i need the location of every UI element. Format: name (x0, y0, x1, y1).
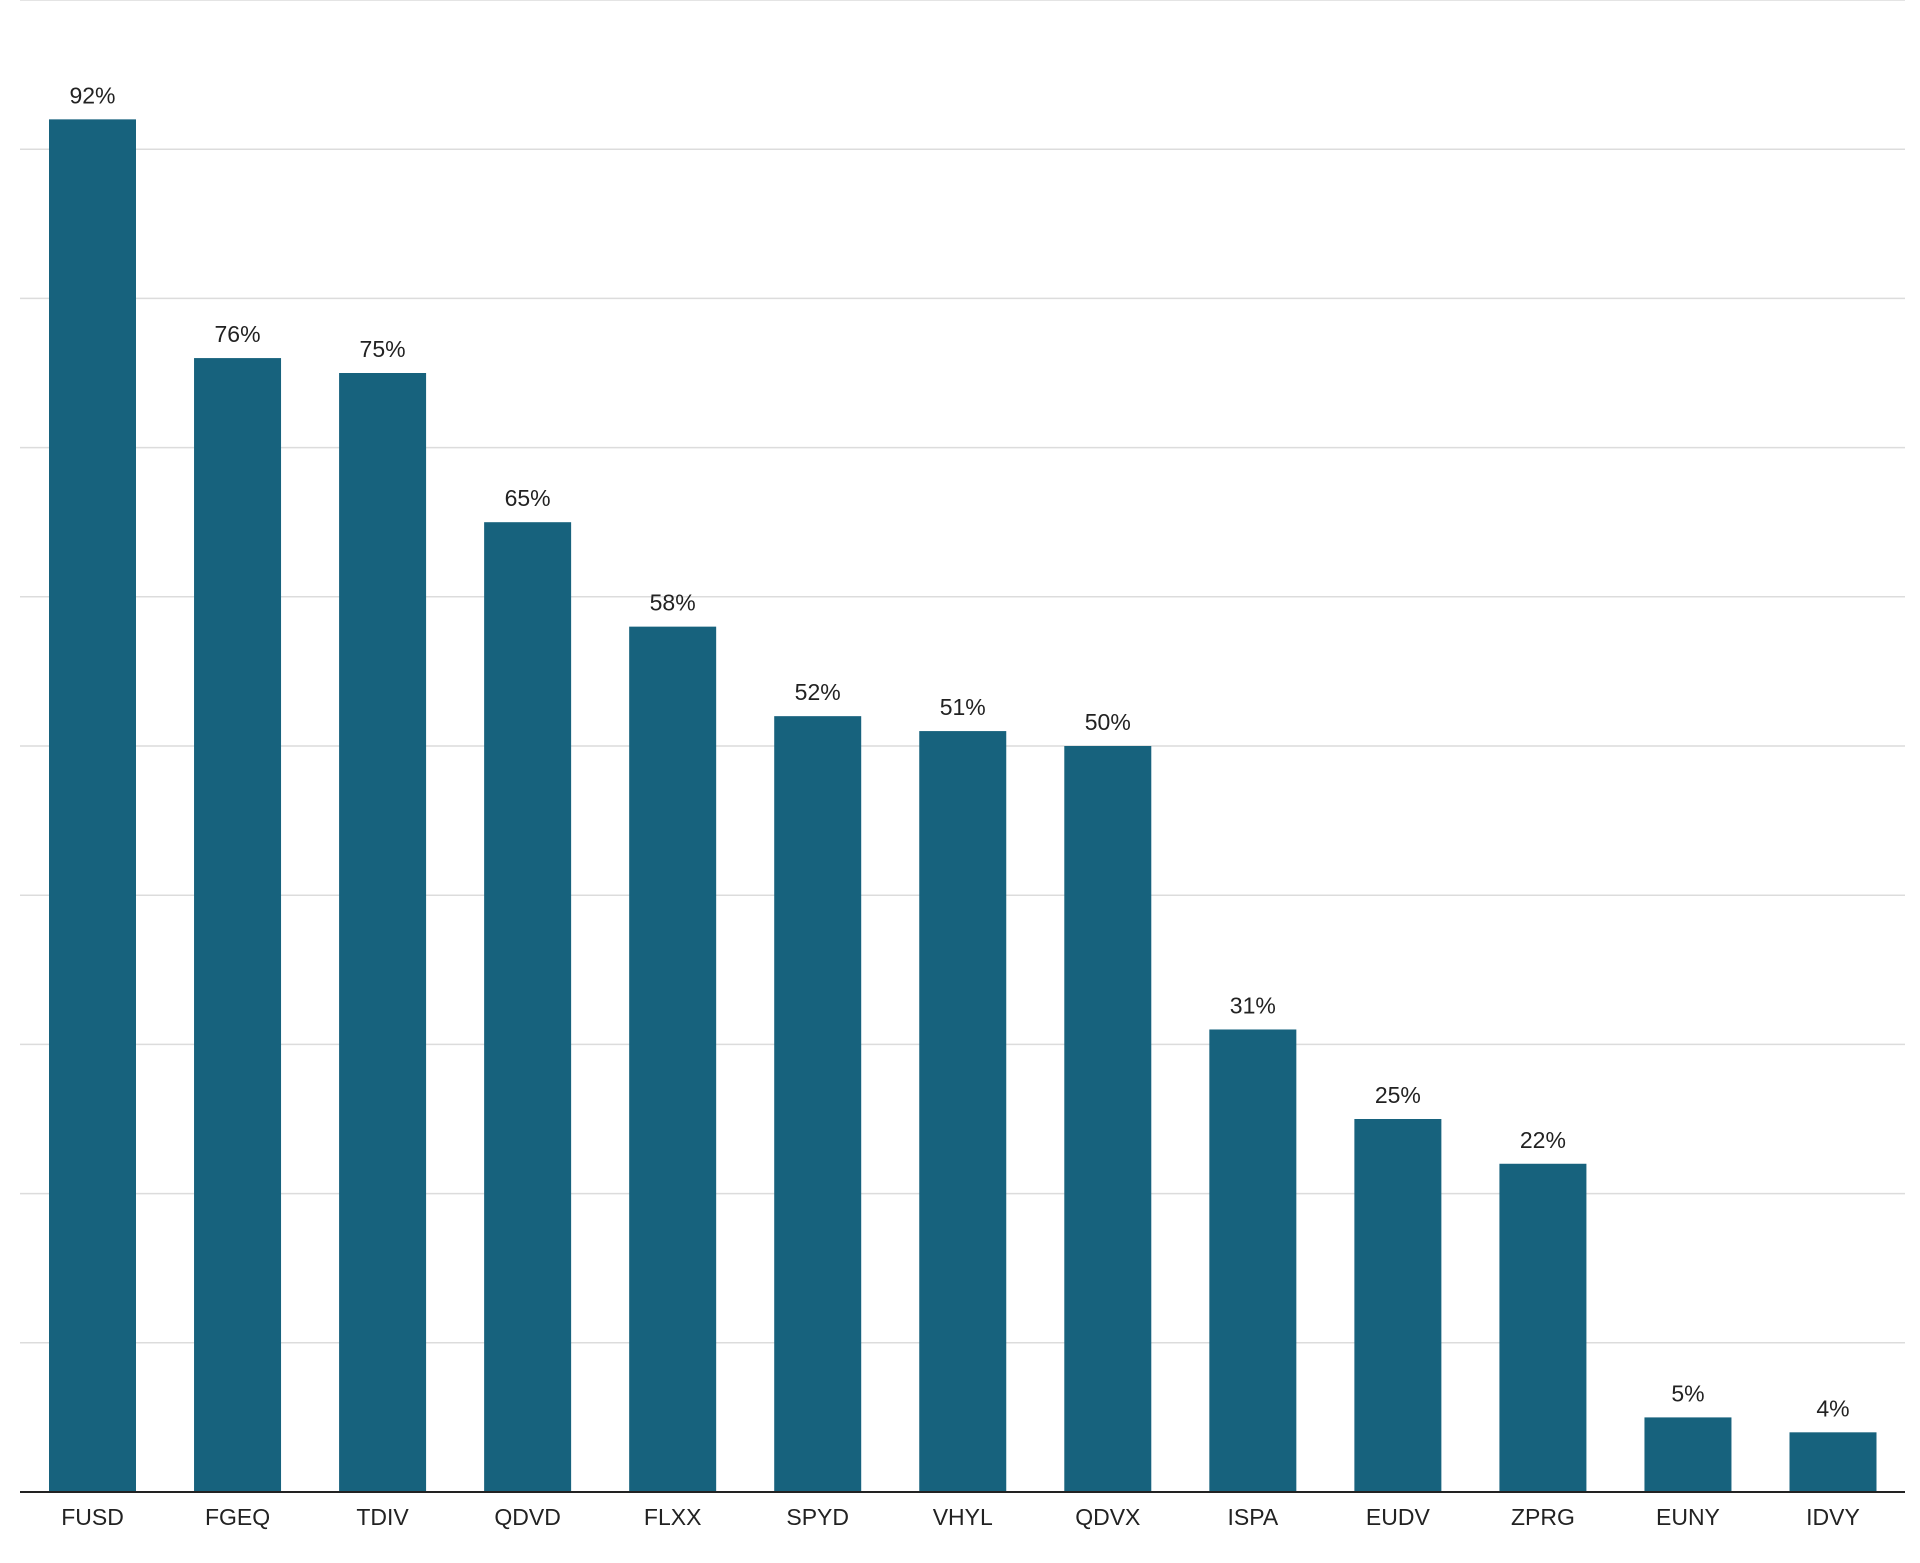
category-label-qdvd: QDVD (494, 1504, 560, 1530)
bars (49, 119, 1877, 1493)
value-label-zprg: 22% (1520, 1127, 1566, 1153)
category-label-vhyl: VHYL (933, 1504, 993, 1530)
x-axis: FUSD FGEQ TDIV QDVD FLXX SPYD VHYL QDVX ISPA EUDV… (20, 1491, 1905, 1530)
category-label-ispa: ISPA (1227, 1504, 1278, 1530)
value-label-flxx: 58% (650, 590, 696, 616)
value-label-qdvx: 50% (1085, 709, 1131, 735)
value-label-idvy: 4% (1816, 1395, 1849, 1421)
category-label-zprg: ZPRG (1511, 1504, 1575, 1530)
category-label-spyd: SPYD (786, 1504, 849, 1530)
bar-tdiv (339, 373, 427, 1492)
category-label-idvy: IDVY (1806, 1504, 1860, 1530)
category-label-eudv: EUDV (1366, 1504, 1431, 1530)
bar-flxx (629, 626, 717, 1492)
bar-euny (1644, 1417, 1732, 1492)
bar-ispa (1209, 1029, 1297, 1492)
value-label-fgeq: 76% (215, 321, 261, 347)
bar-eudv (1354, 1119, 1442, 1492)
bar-vhyl (919, 731, 1007, 1492)
bar-fusd (49, 119, 136, 1493)
value-label-euny: 5% (1671, 1380, 1704, 1406)
category-label-qdvx: QDVX (1075, 1504, 1140, 1530)
value-label-fusd: 92% (69, 82, 115, 108)
bar-fgeq (194, 358, 282, 1493)
value-label-spyd: 52% (795, 679, 841, 705)
value-labels: 92% 76% 75% 65% 58% 52% 51% 50% 31% 25% 22% 5% 4% (69, 82, 1849, 1421)
bar-qdvx (1064, 746, 1152, 1492)
value-label-qdvd: 65% (505, 485, 551, 511)
bar-idvy (1789, 1432, 1877, 1492)
bar-zprg (1499, 1163, 1587, 1492)
category-label-flxx: FLXX (644, 1504, 702, 1530)
bar-spyd (774, 716, 862, 1492)
value-label-eudv: 25% (1375, 1082, 1421, 1108)
category-label-euny: EUNY (1656, 1504, 1720, 1530)
category-label-fgeq: FGEQ (205, 1504, 270, 1530)
bar-qdvd (484, 522, 572, 1492)
value-label-vhyl: 51% (940, 694, 986, 720)
value-label-tdiv: 75% (360, 336, 406, 362)
value-label-ispa: 31% (1230, 992, 1276, 1018)
category-label-tdiv: TDIV (356, 1504, 409, 1530)
category-label-fusd: FUSD (61, 1504, 124, 1530)
